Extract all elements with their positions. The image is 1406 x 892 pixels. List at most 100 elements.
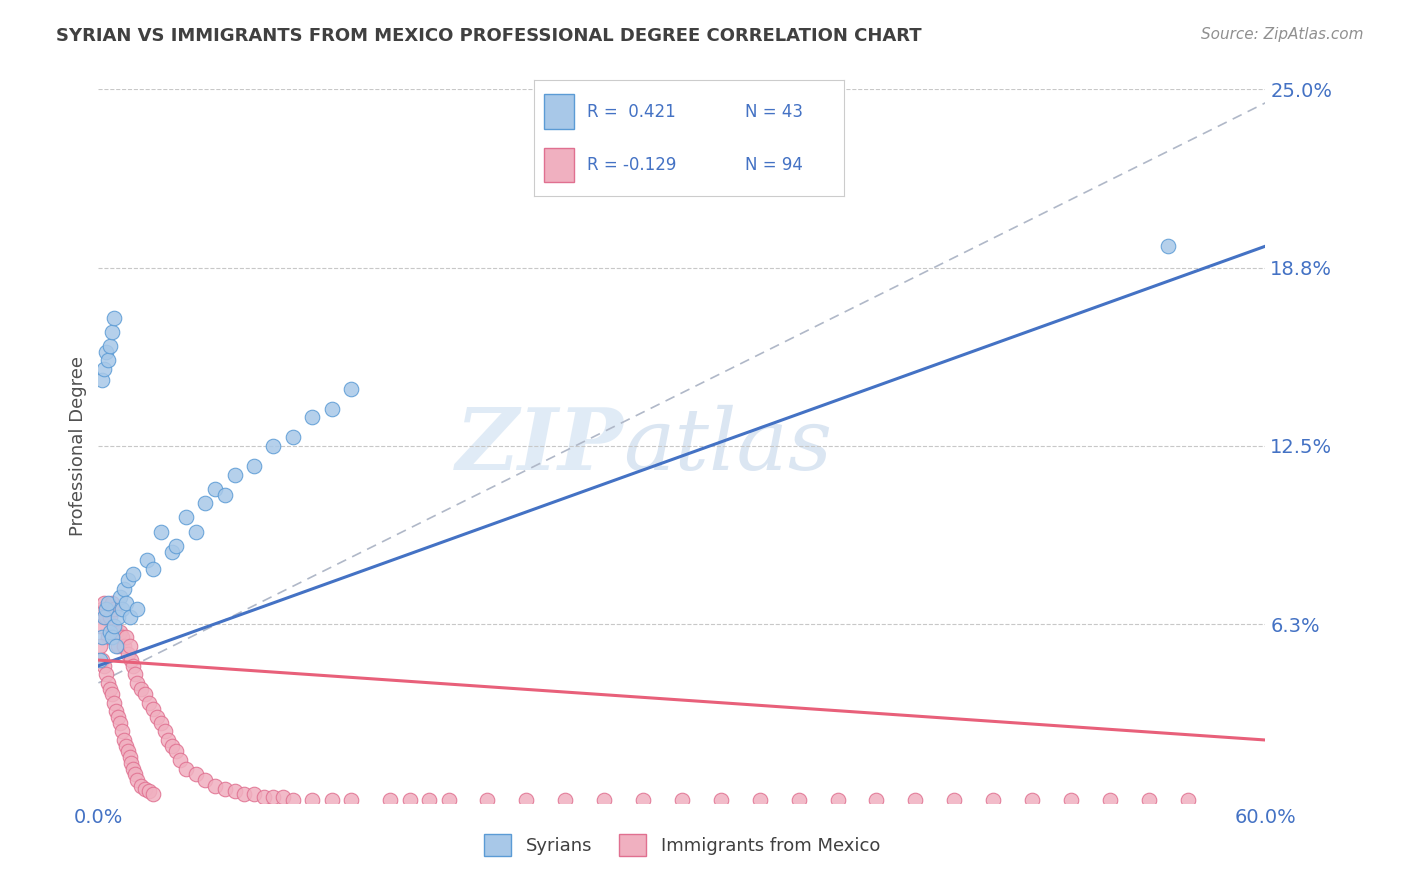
Point xyxy=(89,619,111,633)
Legend: Syrians, Immigrants from Mexico: Syrians, Immigrants from Mexico xyxy=(475,825,889,865)
Point xyxy=(224,784,246,798)
Point xyxy=(129,779,152,793)
Text: N = 43: N = 43 xyxy=(745,103,803,120)
Point xyxy=(138,784,160,798)
Point xyxy=(301,793,323,807)
Point xyxy=(97,676,120,690)
Point xyxy=(112,733,135,747)
Point xyxy=(96,601,118,615)
Text: Source: ZipAtlas.com: Source: ZipAtlas.com xyxy=(1201,27,1364,42)
Point xyxy=(153,724,176,739)
Point xyxy=(174,762,197,776)
Point xyxy=(108,715,131,730)
Point xyxy=(97,596,120,610)
Point xyxy=(98,624,121,639)
Point xyxy=(165,539,187,553)
Point xyxy=(904,793,927,807)
Point xyxy=(194,772,217,787)
Point xyxy=(118,750,141,764)
Point xyxy=(1177,793,1199,807)
Point xyxy=(162,544,184,558)
Point xyxy=(103,619,125,633)
Point xyxy=(271,790,294,805)
Point xyxy=(122,762,145,776)
Point xyxy=(127,772,149,787)
Point xyxy=(101,596,124,610)
Point xyxy=(233,787,256,801)
Point xyxy=(748,793,770,807)
Point xyxy=(96,667,118,681)
Point xyxy=(117,648,139,662)
Point xyxy=(103,601,125,615)
Point xyxy=(380,793,402,807)
Point xyxy=(515,793,537,807)
Point xyxy=(157,733,180,747)
Point xyxy=(437,793,460,807)
Bar xyxy=(544,95,575,129)
Text: atlas: atlas xyxy=(624,405,832,487)
Point xyxy=(253,790,276,805)
Point xyxy=(418,793,440,807)
Point xyxy=(1060,793,1083,807)
Point xyxy=(281,430,304,444)
Point xyxy=(1157,239,1180,253)
Point xyxy=(174,510,197,524)
Point xyxy=(138,696,160,710)
Point xyxy=(142,701,165,715)
Point xyxy=(477,793,499,807)
Point xyxy=(943,793,966,807)
Point xyxy=(104,639,127,653)
Point xyxy=(136,553,159,567)
Point xyxy=(104,624,127,639)
Point xyxy=(169,753,191,767)
Point xyxy=(262,790,284,805)
Point xyxy=(93,610,115,624)
Point xyxy=(127,676,149,690)
Point xyxy=(118,610,141,624)
Point xyxy=(107,610,129,624)
Point xyxy=(165,744,187,758)
Point xyxy=(112,582,135,596)
Point xyxy=(104,705,127,719)
Point xyxy=(114,739,136,753)
Bar xyxy=(544,147,575,182)
Point xyxy=(787,793,810,807)
Point xyxy=(194,496,217,510)
Point xyxy=(981,793,1004,807)
Point xyxy=(122,567,145,582)
Point xyxy=(124,767,146,781)
Point xyxy=(340,793,363,807)
Point xyxy=(243,458,266,473)
Point xyxy=(149,715,172,730)
Point xyxy=(111,601,134,615)
Point xyxy=(111,630,134,644)
Point xyxy=(112,639,135,653)
Text: ZIP: ZIP xyxy=(456,404,624,488)
Point xyxy=(96,344,118,359)
Point xyxy=(118,639,141,653)
Point xyxy=(122,658,145,673)
Text: SYRIAN VS IMMIGRANTS FROM MEXICO PROFESSIONAL DEGREE CORRELATION CHART: SYRIAN VS IMMIGRANTS FROM MEXICO PROFESS… xyxy=(56,27,922,45)
Point xyxy=(134,781,156,796)
Point xyxy=(281,793,304,807)
Point xyxy=(243,787,266,801)
Point xyxy=(184,524,207,539)
Point xyxy=(91,601,114,615)
Point xyxy=(91,653,114,667)
Point xyxy=(146,710,169,724)
Point xyxy=(184,767,207,781)
Point xyxy=(224,467,246,482)
Point xyxy=(108,624,131,639)
Point xyxy=(142,787,165,801)
Point xyxy=(1137,793,1160,807)
Point xyxy=(142,562,165,576)
Point xyxy=(321,793,343,807)
Point xyxy=(117,744,139,758)
Text: R = -0.129: R = -0.129 xyxy=(586,156,676,174)
Point xyxy=(321,401,343,416)
Point xyxy=(149,524,172,539)
Point xyxy=(107,639,129,653)
Point xyxy=(214,781,236,796)
Point xyxy=(124,667,146,681)
Point xyxy=(631,793,654,807)
